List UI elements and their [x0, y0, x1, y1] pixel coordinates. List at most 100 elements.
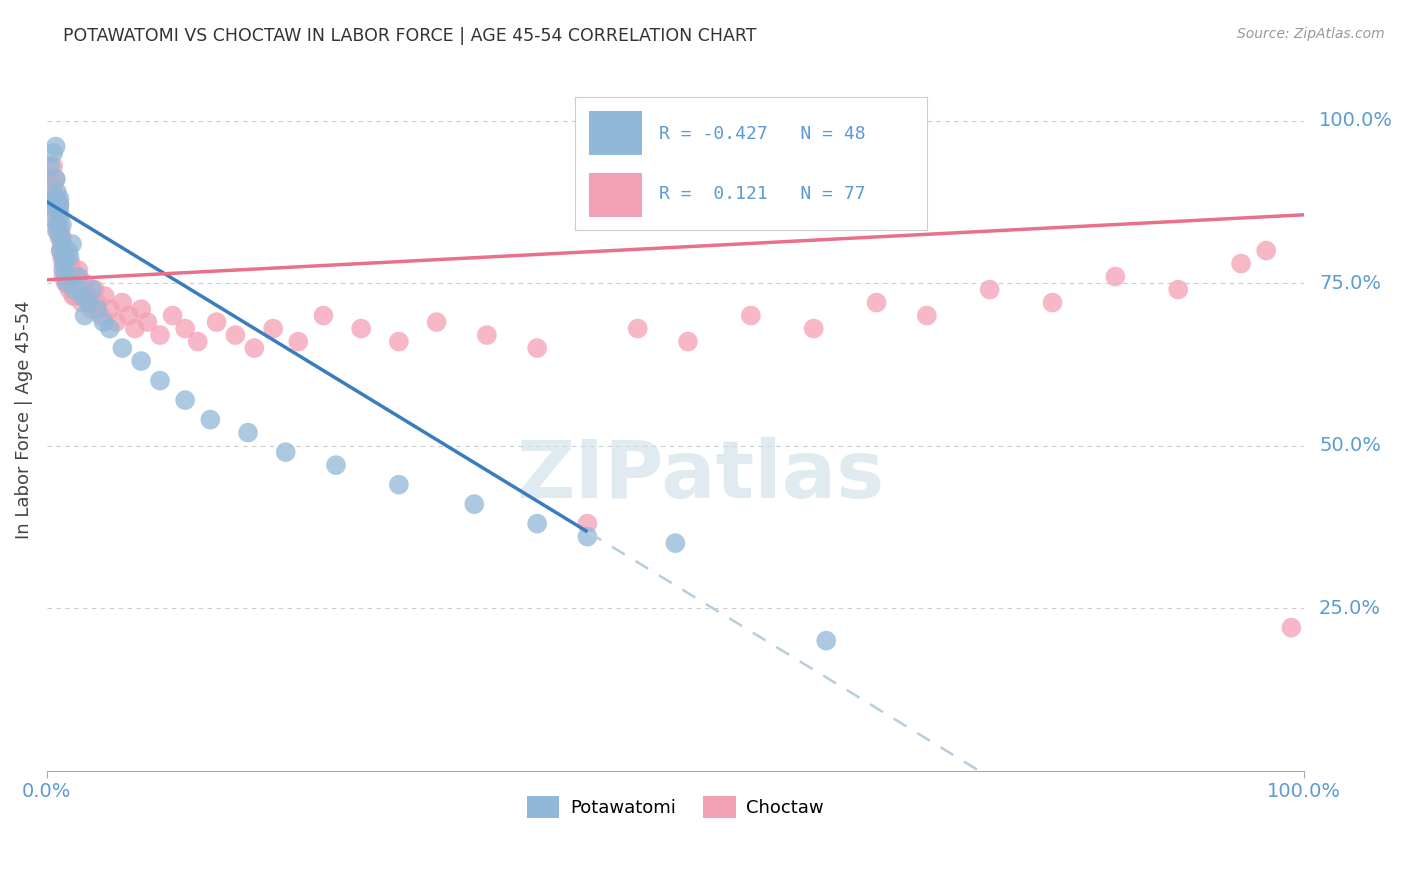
Text: 50.0%: 50.0%: [1319, 436, 1381, 455]
Point: [243, 341, 266, 355]
Point: [49, 244, 72, 258]
Point: [136, 315, 159, 329]
Point: [312, 309, 335, 323]
Point: [42, 178, 65, 193]
Point: [39, 159, 62, 173]
Point: [38, 172, 60, 186]
Point: [627, 321, 650, 335]
Point: [53, 244, 76, 258]
Point: [63, 269, 86, 284]
Point: [80, 302, 103, 317]
Point: [98, 321, 121, 335]
Point: [48, 204, 70, 219]
Point: [274, 445, 297, 459]
Point: [70, 289, 93, 303]
Point: [41, 192, 63, 206]
Y-axis label: In Labor Force | Age 45-54: In Labor Force | Age 45-54: [15, 301, 32, 539]
Point: [65, 289, 87, 303]
Point: [52, 263, 75, 277]
Point: [1256, 244, 1278, 258]
Point: [41, 192, 63, 206]
Point: [48, 198, 70, 212]
Point: [44, 198, 66, 212]
Point: [70, 295, 93, 310]
Point: [576, 516, 599, 531]
Point: [48, 211, 70, 225]
Point: [67, 263, 90, 277]
Point: [388, 334, 411, 349]
Text: Source: ZipAtlas.com: Source: ZipAtlas.com: [1237, 27, 1385, 41]
Point: [51, 218, 73, 232]
Point: [815, 633, 838, 648]
Point: [124, 321, 146, 335]
Point: [51, 237, 73, 252]
Point: [77, 295, 100, 310]
Point: [48, 198, 70, 212]
Point: [224, 328, 246, 343]
Point: [350, 321, 373, 335]
Point: [83, 283, 105, 297]
Point: [86, 302, 108, 317]
Point: [664, 536, 686, 550]
Point: [51, 230, 73, 244]
Point: [129, 302, 152, 317]
Point: [205, 315, 228, 329]
Point: [45, 172, 67, 186]
Point: [49, 230, 72, 244]
Point: [162, 309, 184, 323]
Point: [93, 315, 115, 329]
Text: ZIPatlas: ZIPatlas: [516, 437, 884, 515]
Point: [39, 185, 62, 199]
Point: [38, 211, 60, 225]
Point: [51, 250, 73, 264]
Point: [1042, 295, 1064, 310]
Point: [200, 412, 222, 426]
Point: [174, 393, 197, 408]
Point: [45, 172, 67, 186]
Point: [388, 477, 411, 491]
Point: [60, 237, 83, 252]
Point: [676, 334, 699, 349]
Point: [58, 283, 80, 297]
Point: [42, 159, 65, 173]
Point: [46, 224, 69, 238]
Point: [82, 283, 104, 297]
Text: 100.0%: 100.0%: [1319, 111, 1393, 130]
Point: [45, 204, 67, 219]
Point: [49, 244, 72, 258]
Point: [325, 458, 347, 472]
Point: [58, 269, 80, 284]
Point: [58, 250, 80, 264]
Point: [53, 256, 76, 270]
Point: [45, 139, 67, 153]
Text: 75.0%: 75.0%: [1319, 274, 1381, 293]
Point: [262, 321, 284, 335]
Point: [59, 256, 82, 270]
Point: [48, 192, 70, 206]
Point: [287, 334, 309, 349]
Point: [48, 230, 70, 244]
Text: POTAWATOMI VS CHOCTAW IN LABOR FORCE | AGE 45-54 CORRELATION CHART: POTAWATOMI VS CHOCTAW IN LABOR FORCE | A…: [63, 27, 756, 45]
Point: [55, 276, 77, 290]
Point: [46, 224, 69, 238]
Legend: Potawatomi, Choctaw: Potawatomi, Choctaw: [520, 789, 831, 825]
Point: [187, 334, 209, 349]
Point: [46, 218, 69, 232]
Point: [740, 309, 762, 323]
Point: [149, 374, 172, 388]
Point: [526, 516, 548, 531]
Point: [117, 309, 139, 323]
Point: [1230, 256, 1253, 270]
Point: [52, 269, 75, 284]
Point: [463, 497, 485, 511]
Point: [105, 315, 128, 329]
Point: [69, 283, 91, 297]
Point: [979, 283, 1001, 297]
Point: [76, 289, 98, 303]
Point: [73, 309, 96, 323]
Point: [73, 276, 96, 290]
Point: [98, 302, 121, 317]
Point: [67, 269, 90, 284]
Point: [86, 295, 108, 310]
Point: [55, 269, 77, 284]
